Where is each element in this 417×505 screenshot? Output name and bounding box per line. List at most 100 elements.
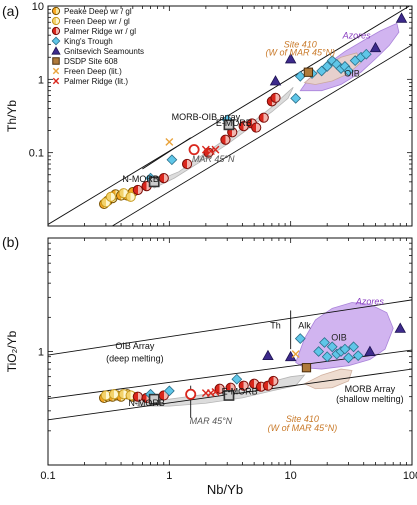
panel-a-freen-deep-lit-point-0-shape — [165, 138, 174, 146]
panel-a-freen-deep-wr-gl-point-1-shape — [105, 191, 117, 202]
panel-a-freen-deep-wr-gl-point-3 — [125, 191, 136, 202]
panel-b-king-s-trough-point-10-shape — [343, 352, 354, 364]
panel-b-dsdp-site-608-point-0-shape — [301, 363, 312, 373]
panel-a-legend-marker-6-shape — [52, 67, 60, 75]
panel-a-y-axis-title: Th/Yb — [5, 100, 19, 132]
panel-a-e-morb-reference-point-0-shape — [223, 119, 235, 131]
panel-a-palmer-ridge-lit-point-0 — [201, 145, 210, 154]
panel-a-annotation-7: N-MORB — [122, 174, 159, 184]
panel-b-palmer-ridge-open-point-0-shape — [185, 388, 197, 400]
panel-b-king-s-trough-point-13-shape — [294, 333, 306, 344]
panel-a-annotation-4: MORB-OIB array — [172, 112, 241, 122]
panel-a-legend-marker-2-shape — [51, 26, 61, 36]
panel-a-gnitsevich-seamounts-point-0 — [269, 75, 282, 86]
panel-a-legend-label-4: Gnitsevich Seamounts — [64, 47, 144, 56]
panel-b-x-tick-label: 100 — [403, 470, 417, 482]
panel-a-y-tick-label: 0.1 — [29, 148, 44, 160]
panel-b-palmer-ridge-wr-gl-point-9 — [268, 375, 279, 387]
panel-b-king-s-trough-point-12-shape — [352, 350, 364, 362]
panel-a-palmer-ridge-open-point-0-shape — [188, 144, 200, 156]
panel-a-king-s-trough-point-11 — [343, 65, 354, 77]
panel-a-legend-marker-3 — [51, 36, 61, 46]
panel-a: Azores Site 410(W of MAR 45°N) OIB MORB-OIB… — [5, 1, 413, 227]
panel-b-annotation-1: OIB — [331, 333, 347, 343]
panel-b-king-s-trough-point-10 — [343, 352, 354, 364]
panel-a-gnitsevich-seamounts-point-0-shape — [269, 75, 282, 86]
panel-b-palmer-ridge-wr-gl-point-9-shape — [268, 375, 279, 387]
panel-b-annotation-11: Site 410 — [286, 414, 319, 424]
panel-a-legend-label-7: Palmer Ridge (lit.) — [64, 77, 128, 86]
panel-a-legend-marker-6 — [52, 67, 60, 75]
panel-a-legend-label-5: DSDP Site 608 — [64, 57, 118, 66]
panel-b-gnitsevich-seamounts-point-2 — [364, 345, 376, 356]
panel-a-annotation-1: Site 410 — [284, 40, 317, 50]
panel-b-king-s-trough-point-2 — [231, 373, 243, 385]
panel-b-label: (b) — [2, 234, 19, 250]
panel-a-freen-deep-wr-gl-point-3-shape — [125, 191, 136, 202]
panel-a-reference-line-1 — [111, 44, 412, 226]
panel-b-king-s-trough-point-5 — [321, 351, 333, 363]
panel-a-dsdp-site-608-point-0 — [303, 67, 314, 77]
panel-b-gnitsevich-seamounts-point-0 — [262, 349, 274, 361]
panel-b-reference-line-0 — [48, 299, 412, 356]
panel-a-palmer-ridge-wr-gl-point-2-shape — [158, 172, 169, 184]
panel-b: Azores OIB OIB Array (deep melting) Th Alk N-M… — [5, 237, 417, 482]
panel-a-frame — [47, 5, 413, 227]
panel-a-legend-marker-7-shape — [52, 77, 60, 85]
panel-a-palmer-ridge-lit-point-0-shape — [201, 145, 210, 154]
panel-a-gnitsevich-seamounts-point-3 — [395, 12, 408, 23]
panel-b-dsdp-site-608-point-0 — [301, 363, 312, 373]
panel-a-annotation-2: (W of MAR 45°N) — [265, 48, 335, 58]
panel-a-gnitsevich-seamounts-point-3-shape — [395, 12, 408, 23]
panel-b-x-tick-label: 10 — [285, 470, 297, 482]
panel-a-king-s-trough-point-15-shape — [294, 70, 306, 82]
panel-b-annotation-5: Alk — [298, 320, 311, 330]
panel-a-legend-marker-1 — [51, 16, 61, 26]
panel-a-legend-marker-0 — [51, 6, 61, 16]
panel-a-legend-marker-4-shape — [51, 46, 61, 55]
panel-b-y-tick-label: 1 — [38, 347, 44, 359]
panel-a-reference-line-0 — [48, 6, 411, 225]
panel-a-legend-marker-5-shape — [52, 57, 60, 65]
panel-a-palmer-ridge-wr-gl-point-10 — [258, 112, 269, 123]
panel-a-label: (a) — [2, 3, 19, 19]
panel-b-king-s-trough-point-1 — [163, 385, 175, 397]
panel-b-annotation-8: MORB Array — [345, 384, 396, 394]
panel-a-n-morb-reference-point-0 — [148, 176, 160, 188]
panel-b-palmer-ridge-lit-point-1-shape — [206, 389, 215, 398]
panel-a-king-s-trough-point-3-shape — [290, 92, 302, 104]
panel-b-annotation-3: (deep melting) — [106, 353, 164, 363]
panel-b-king-s-trough-point-3-shape — [313, 346, 325, 357]
panel-b-gnitsevich-seamounts-point-0-shape — [262, 349, 274, 361]
panel-b-annotation-0: Azores — [355, 296, 385, 306]
panel-a-reference-line-2 — [142, 137, 191, 170]
panel-b-x-tick-label: 1 — [166, 470, 172, 482]
panel-b-gnitsevich-seamounts-point-2-shape — [364, 345, 376, 356]
panel-b-palmer-ridge-lit-point-2-shape — [211, 388, 220, 396]
panel-a-palmer-ridge-lit-point-2 — [211, 145, 220, 154]
panel-a-gnitsevich-seamounts-point-2-shape — [369, 41, 382, 53]
panel-a-gnitsevich-seamounts-point-1 — [284, 53, 297, 64]
x-axis-title: Nb/Yb — [207, 482, 243, 497]
panel-a-y-tick-label: 1 — [38, 74, 44, 86]
panel-b-freen-deep-wr-gl-point-1-shape — [108, 389, 120, 400]
panel-b-annotation-12: (W of MAR 45°N) — [268, 423, 338, 433]
panel-a-legend-marker-7 — [52, 77, 60, 85]
panel-a-palmer-ridge-lit-point-1 — [206, 147, 215, 156]
panel-a-king-s-trough-point-11-shape — [343, 65, 354, 77]
panel-a-freen-deep-wr-gl-point-1 — [105, 191, 117, 202]
panel-a-palmer-ridge-wr-gl-point-9 — [251, 122, 262, 133]
panel-a-legend-marker-2 — [51, 26, 61, 36]
panel-b-king-s-trough-point-9 — [339, 343, 351, 355]
panel-b-y-axis-title: TiO₂/Yb — [5, 330, 19, 372]
panel-a-palmer-ridge-wr-gl-point-2 — [158, 172, 169, 184]
panel-a-legend-marker-1-shape — [51, 16, 61, 26]
panel-a-dsdp-site-608-point-0-shape — [303, 67, 314, 77]
panel-a-king-s-trough-point-1 — [166, 154, 178, 166]
panel-a-palmer-ridge-wr-gl-point-3 — [181, 158, 193, 170]
panel-a-king-s-trough-point-6 — [321, 61, 333, 72]
panel-a-annotation-5: E-MORB — [216, 118, 252, 128]
panel-a-freen-deep-lit-point-0 — [165, 138, 174, 146]
